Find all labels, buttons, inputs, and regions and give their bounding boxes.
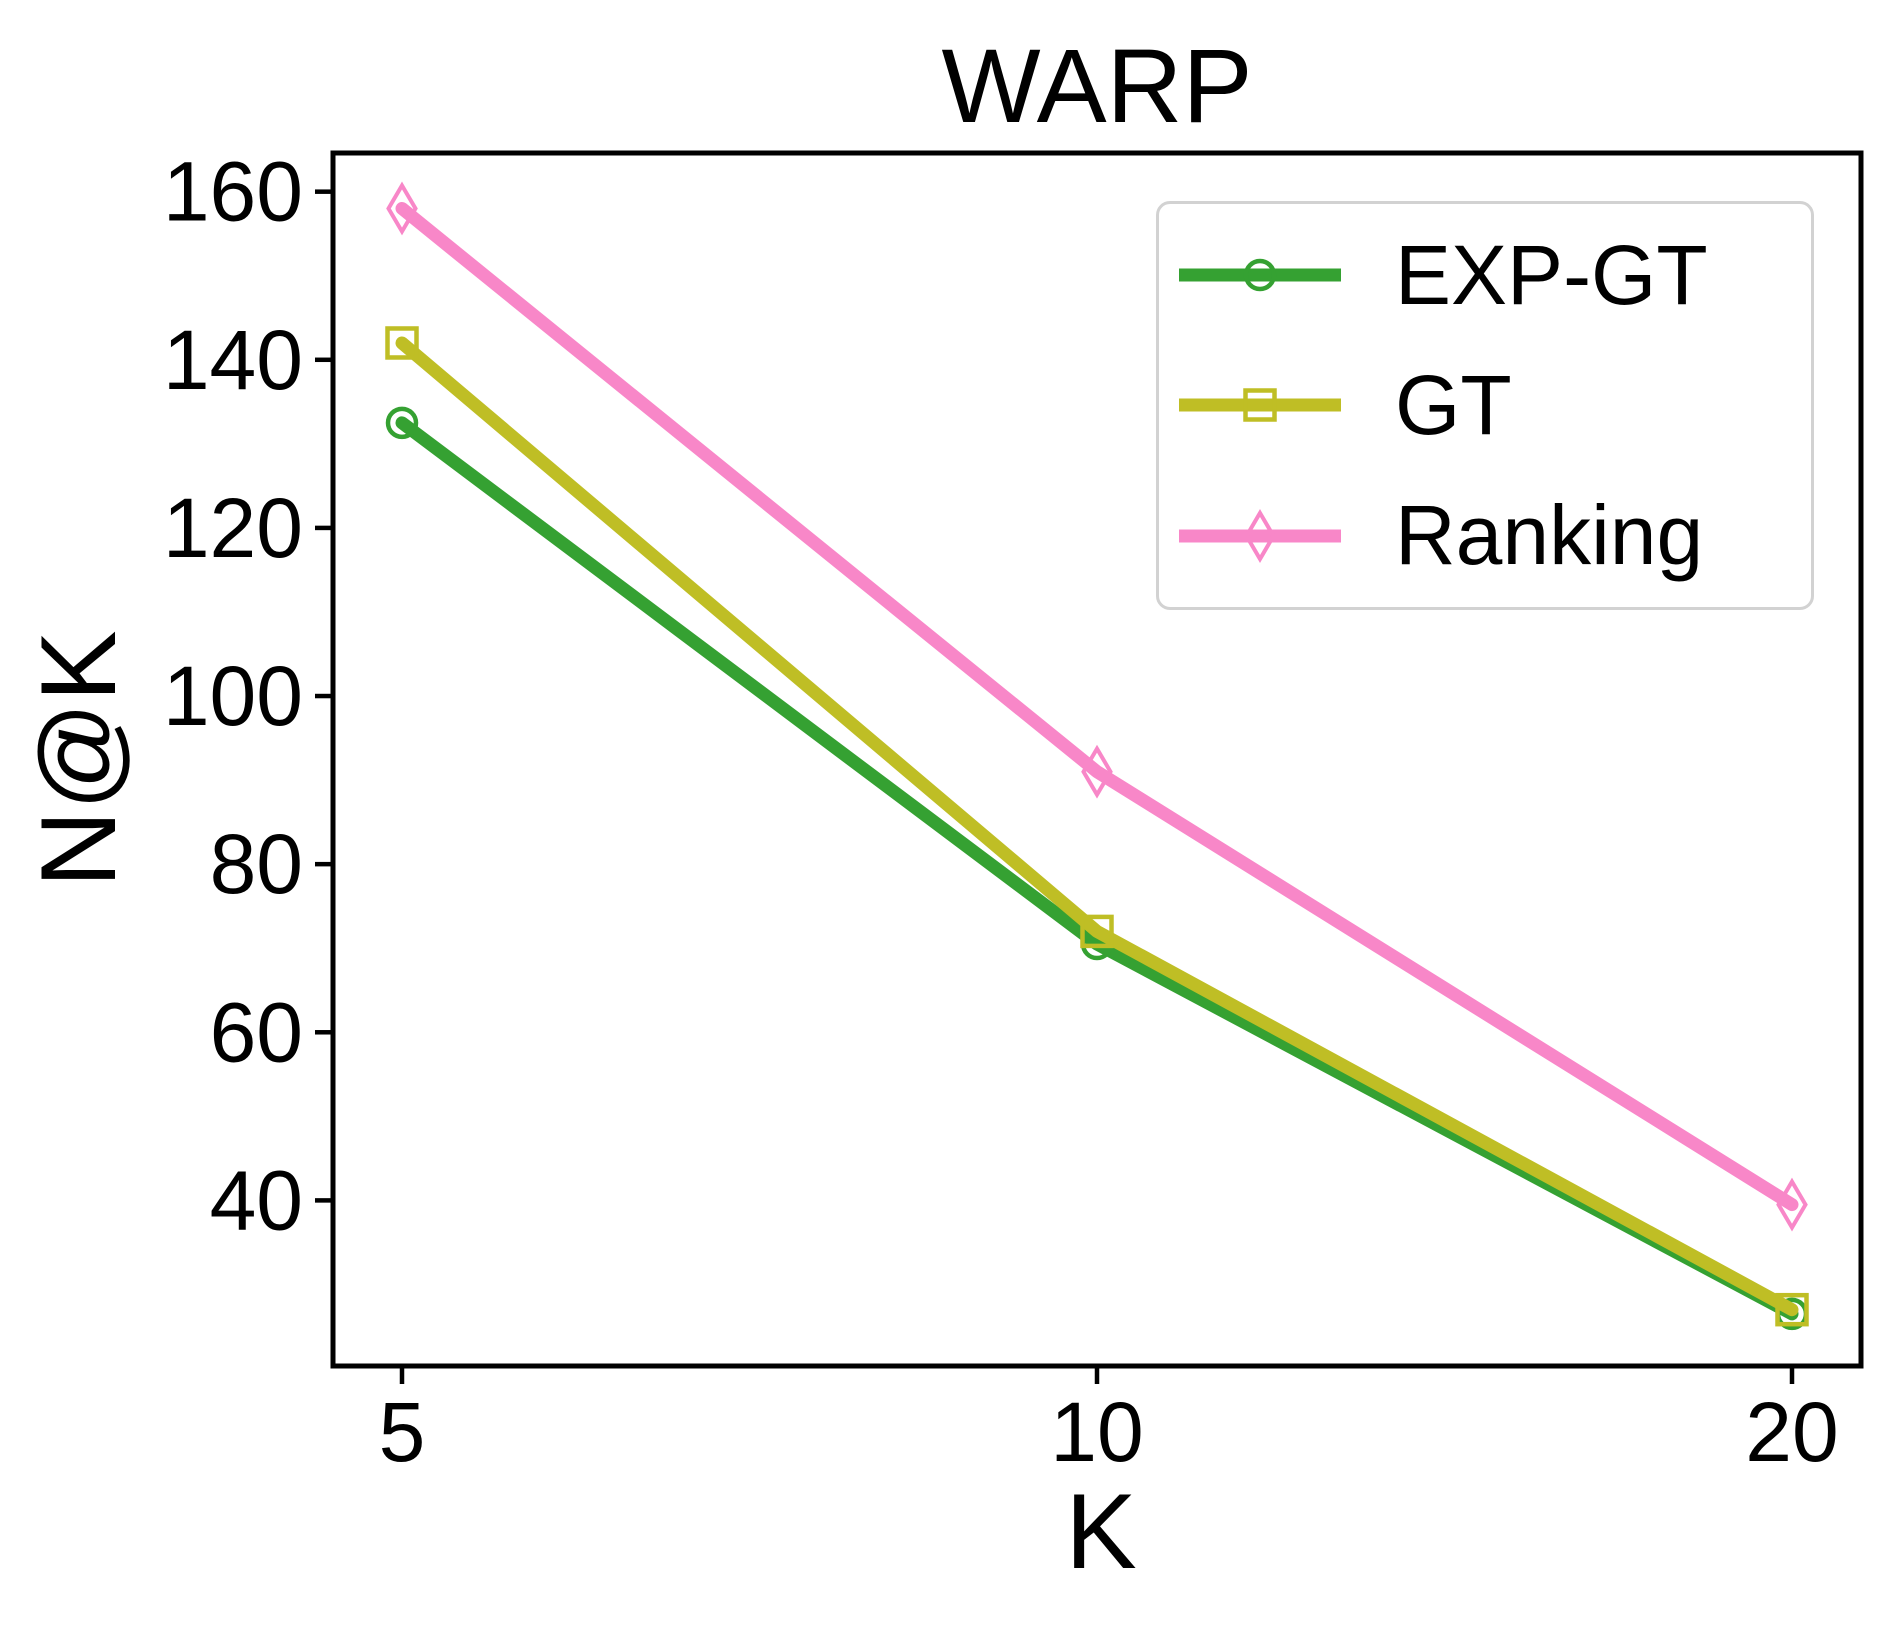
data-point-Ranking-K20 bbox=[1776, 1177, 1808, 1232]
chart-title: WARP bbox=[941, 28, 1252, 145]
plot-border bbox=[330, 150, 1864, 1369]
legend-item-exp-gt: EXP-GT bbox=[1159, 227, 1811, 324]
x-axis-label: K bbox=[1065, 1471, 1136, 1591]
data-point-EXP-GT-K5 bbox=[385, 406, 419, 440]
legend-label-gt: GT bbox=[1395, 357, 1512, 452]
legend-label-ranking: Ranking bbox=[1395, 488, 1704, 583]
data-point-GT-K20 bbox=[1775, 1292, 1809, 1327]
legend-sample-ranking bbox=[1179, 508, 1341, 563]
x-tick-label-20: 20 bbox=[1745, 1385, 1838, 1479]
data-point-GT-K10 bbox=[1080, 914, 1114, 949]
legend-item-gt: GT bbox=[1159, 357, 1811, 454]
series-layer bbox=[385, 181, 1809, 1331]
x-tick-label-10: 10 bbox=[1050, 1385, 1143, 1479]
y-tick-label-100: 100 bbox=[163, 649, 303, 743]
y-tick-label-120: 120 bbox=[163, 481, 303, 575]
legend-sample-gt bbox=[1179, 388, 1341, 423]
legend-sample-marker-EXP-GT bbox=[1243, 258, 1277, 292]
legend-sample-marker-GT bbox=[1243, 388, 1277, 423]
axes-layer: 40 60 80 100 120 140 160 5 10 20 bbox=[163, 145, 1864, 1479]
y-axis-label: N@K bbox=[18, 630, 138, 887]
y-tick-label-40: 40 bbox=[210, 1153, 303, 1247]
series-line-Ranking bbox=[395, 201, 1799, 1212]
data-point-Ranking-K10 bbox=[1081, 744, 1113, 799]
data-point-GT-K5 bbox=[385, 326, 419, 360]
y-tick-label-160: 160 bbox=[163, 145, 303, 239]
legend-item-ranking: Ranking bbox=[1159, 487, 1811, 584]
y-tick-label-140: 140 bbox=[163, 313, 303, 407]
y-tick-label-80: 80 bbox=[210, 817, 303, 911]
series-line-GT bbox=[395, 336, 1799, 1317]
legend: EXP-GT GT Ranking bbox=[1156, 201, 1814, 610]
x-tick-label-5: 5 bbox=[379, 1385, 426, 1479]
data-point-Ranking-K5 bbox=[386, 181, 418, 236]
y-tick-label-60: 60 bbox=[210, 985, 303, 1079]
legend-label-exp-gt: EXP-GT bbox=[1395, 227, 1708, 322]
legend-sample-exp-gt bbox=[1179, 258, 1341, 292]
legend-sample-marker-Ranking bbox=[1244, 508, 1276, 563]
